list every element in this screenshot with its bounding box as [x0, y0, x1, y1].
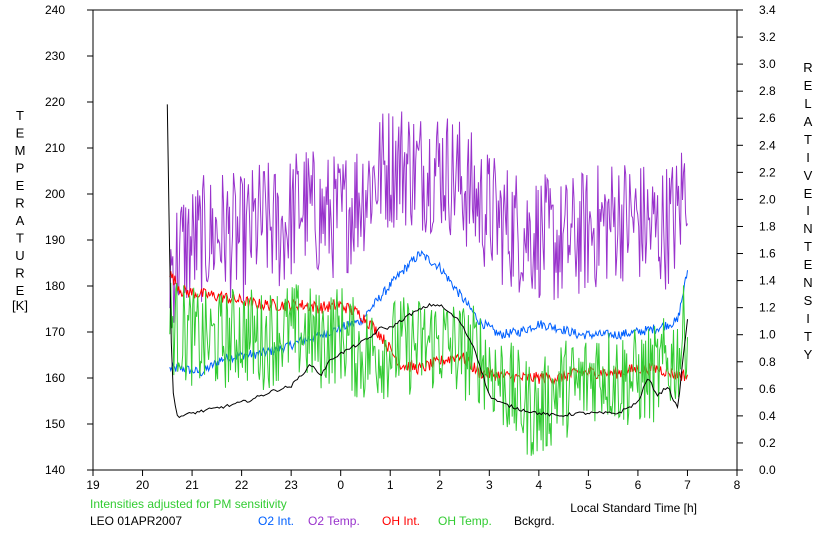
- y-right-tick-label: 0.2: [759, 436, 776, 450]
- y-title-letter: V: [804, 168, 813, 183]
- y-title-letter: P: [16, 161, 25, 176]
- y-title-letter: E: [16, 178, 25, 193]
- y-title-letter: E: [16, 283, 25, 298]
- legend-entry: Bckgrd.: [514, 514, 555, 528]
- series-line-oh-int: [169, 271, 688, 386]
- x-tick-label: 4: [536, 478, 543, 492]
- y-left-tick-label: 170: [45, 325, 65, 339]
- x-tick-label: 1: [387, 478, 394, 492]
- y-title-letter: R: [15, 266, 24, 281]
- y-right-tick-label: 2.0: [759, 192, 776, 206]
- y-title-letter: N: [803, 275, 812, 290]
- y-right-tick-label: 1.4: [759, 274, 776, 288]
- y-title-letter: T: [16, 108, 24, 123]
- y-right-tick-label: 1.6: [759, 247, 776, 261]
- x-tick-label: 6: [635, 478, 642, 492]
- y-axis-left-unit: [K]: [12, 298, 28, 313]
- y-title-letter: T: [804, 329, 812, 344]
- y-title-letter: T: [804, 239, 812, 254]
- y-left-tick-label: 150: [45, 417, 65, 431]
- series-line-o2-int: [169, 249, 688, 377]
- y-left-tick-label: 240: [45, 3, 65, 17]
- y-left-tick-label: 140: [45, 463, 65, 477]
- y-right-tick-label: 2.6: [759, 111, 776, 125]
- x-axis-title: Local Standard Time [h]: [570, 501, 697, 515]
- y-right-tick-label: 1.0: [759, 328, 776, 342]
- y-left-tick-label: 210: [45, 141, 65, 155]
- y-title-letter: I: [806, 203, 810, 218]
- y-title-letter: N: [803, 221, 812, 236]
- y-title-letter: R: [803, 60, 812, 75]
- legend-entry: OH Int.: [382, 514, 420, 528]
- y-axis-right: 0.0 0.2 0.4 0.6 0.8 1.0 1.2 1.4 1.6 1.8 2.0 2.2 2.4 2…: [737, 3, 776, 477]
- y-title-letter: A: [16, 213, 25, 228]
- series-line-bckgrd: [166, 104, 688, 419]
- y-title-letter: A: [804, 114, 813, 129]
- x-tick-label: 2: [436, 478, 443, 492]
- y-left-tick-label: 230: [45, 49, 65, 63]
- y-right-tick-label: 3.2: [759, 30, 776, 44]
- x-tick-label: 7: [684, 478, 691, 492]
- x-tick-label: 20: [136, 478, 150, 492]
- x-tick-label: 3: [486, 478, 493, 492]
- y-right-tick-label: 0.4: [759, 409, 776, 423]
- y-right-tick-label: 0.8: [759, 355, 776, 369]
- series-group: [166, 104, 688, 456]
- y-right-tick-label: 1.8: [759, 219, 776, 233]
- x-axis: 19 20 21 22 23 0 1 2 3 4 5 6 7 8: [86, 470, 741, 492]
- y-left-tick-label: 220: [45, 95, 65, 109]
- y-title-letter: R: [15, 196, 24, 211]
- y-right-tick-label: 2.4: [759, 138, 776, 152]
- y-title-letter: E: [804, 78, 813, 93]
- y-left-tick-label: 180: [45, 279, 65, 293]
- x-tick-label: 21: [185, 478, 199, 492]
- y-title-letter: E: [16, 126, 25, 141]
- y-left-tick-label: 190: [45, 233, 65, 247]
- x-tick-label: 23: [284, 478, 298, 492]
- y-title-letter: M: [15, 143, 26, 158]
- note-text: Intensities adjusted for PM sensitivity: [90, 497, 287, 511]
- y-right-tick-label: 2.8: [759, 84, 776, 98]
- legend: O2 Int. O2 Temp. OH Int. OH Temp. Bckgrd.: [258, 514, 555, 528]
- series-line-oh-temp: [169, 282, 688, 456]
- y-title-letter: L: [804, 96, 811, 111]
- station-date: LEO 01APR2007: [90, 514, 182, 528]
- y-right-tick-label: 0.6: [759, 382, 776, 396]
- y-title-letter: I: [806, 311, 810, 326]
- y-title-letter: T: [804, 132, 812, 147]
- x-tick-label: 22: [235, 478, 249, 492]
- legend-entry: O2 Temp.: [308, 514, 360, 528]
- y-right-tick-label: 3.4: [759, 3, 776, 17]
- y-axis-left: 140 150 160 170 180 190 200 210 220 230 240: [45, 3, 93, 477]
- x-tick-label: 8: [734, 478, 741, 492]
- x-tick-label: 19: [86, 478, 100, 492]
- y-left-tick-label: 160: [45, 371, 65, 385]
- y-right-tick-label: 3.0: [759, 57, 776, 71]
- legend-entry: O2 Int.: [258, 514, 294, 528]
- x-tick-label: 0: [337, 478, 344, 492]
- y-title-letter: I: [806, 150, 810, 165]
- y-title-letter: E: [804, 186, 813, 201]
- y-title-letter: Y: [804, 347, 813, 362]
- y-title-letter: E: [804, 257, 813, 272]
- y-right-tick-label: 2.2: [759, 165, 776, 179]
- x-tick-label: 5: [585, 478, 592, 492]
- y-title-letter: T: [16, 231, 24, 246]
- y-left-tick-label: 200: [45, 187, 65, 201]
- y-title-letter: U: [15, 248, 24, 263]
- y-title-letter: S: [804, 293, 813, 308]
- y-right-tick-label: 1.2: [759, 301, 776, 315]
- series-line-o2-temp: [169, 111, 688, 323]
- legend-entry: OH Temp.: [438, 514, 492, 528]
- y-right-tick-label: 0.0: [759, 463, 776, 477]
